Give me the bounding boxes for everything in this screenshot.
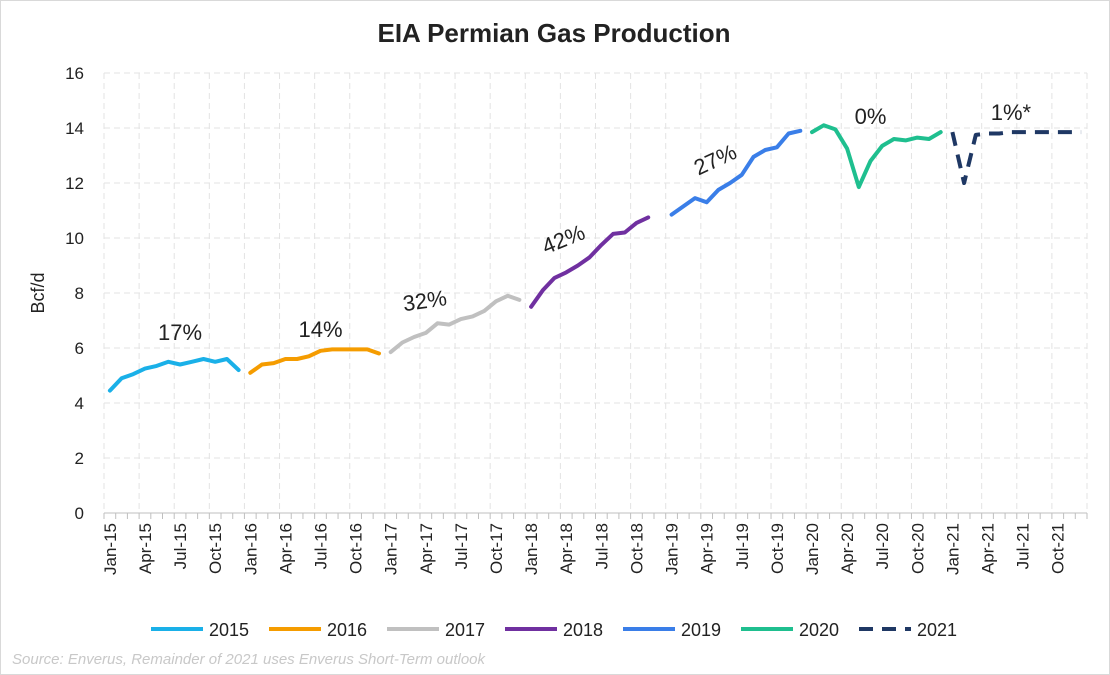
legend-label-2016: 2016 [327,620,367,640]
x-tick-label: Apr-17 [417,523,436,574]
x-axis-ticks: Jan-15 Apr-15 Jul-15 Oct-15 Jan-16 Apr-16 Jul-… [101,512,1088,575]
series-lines [107,123,1082,393]
y-tick-label: 4 [75,394,84,413]
legend-label-2021: 2021 [917,620,957,640]
y-tick-label: 16 [65,64,84,83]
series-line-2018 [529,215,651,309]
y-axis-label: Bcf/d [28,272,48,313]
x-tick-label: Oct-18 [627,523,646,574]
y-tick-label: 10 [65,229,84,248]
series-line-2021 [950,130,1082,185]
x-tick-label: Jul-18 [592,523,611,569]
x-tick-label: Jul-20 [873,523,892,569]
x-tick-label: Oct-20 [908,523,927,574]
y-tick-label: 2 [75,449,84,468]
x-tick-label: Apr-18 [557,523,576,574]
x-tick-label: Jan-17 [382,523,401,575]
x-tick-label: Apr-20 [838,523,857,574]
x-tick-label: Apr-15 [136,523,155,574]
growth-annotation: 42% [538,219,588,259]
x-tick-label: Jul-17 [452,523,471,569]
x-tick-label: Jul-15 [171,523,190,569]
x-tick-label: Apr-19 [698,523,717,574]
x-tick-label: Jan-21 [943,523,962,575]
growth-annotation: 17% [158,320,202,345]
x-tick-label: Jul-16 [311,523,330,569]
legend-label-2017: 2017 [445,620,485,640]
legend-label-2020: 2020 [799,620,839,640]
series-line-2017 [388,293,522,355]
x-tick-label: Oct-15 [206,523,225,574]
growth-annotation: 0% [855,104,887,129]
x-tick-label: Jan-20 [803,523,822,575]
y-tick-label: 8 [75,284,84,303]
series-line-2019 [669,128,803,217]
x-tick-label: Jan-15 [101,523,120,575]
x-tick-label: Apr-16 [276,523,295,574]
legend-label-2019: 2019 [681,620,721,640]
x-tick-label: Apr-21 [979,523,998,574]
x-tick-label: Oct-16 [347,523,366,574]
gridlines [103,72,1088,513]
x-tick-label: Oct-17 [487,523,506,574]
y-tick-label: 14 [65,119,84,138]
growth-annotation: 27% [690,139,740,180]
chart-title: EIA Permian Gas Production [377,18,730,48]
y-tick-label: 0 [75,504,84,523]
x-tick-label: Oct-19 [768,523,787,574]
source-note: Source: Enverus, Remainder of 2021 uses … [12,651,487,668]
y-tick-label: 6 [75,339,84,358]
x-tick-label: Oct-21 [1049,523,1068,574]
x-tick-label: Jan-18 [522,523,541,575]
growth-annotation: 32% [401,285,448,316]
legend-label-2018: 2018 [563,620,603,640]
y-axis-ticks: 0 2 4 6 8 10 12 14 16 [65,64,84,523]
x-tick-label: Jul-21 [1014,523,1033,569]
growth-annotation: 1%* [991,100,1032,125]
legend-label-2015: 2015 [209,620,249,640]
series-line-2016 [248,347,381,375]
x-tick-label: Jan-19 [663,523,682,575]
series-line-2015 [107,357,241,393]
y-tick-label: 12 [65,174,84,193]
series-line-2020 [810,123,943,190]
legend: 2015 2016 2017 2018 2019 2020 2021 [151,620,957,640]
growth-annotation: 14% [298,317,342,342]
x-tick-label: Jul-19 [733,523,752,569]
x-tick-label: Jan-16 [241,523,260,575]
growth-annotations: 17% 14% 32% 42% 27% 0% 1%* [158,100,1032,345]
